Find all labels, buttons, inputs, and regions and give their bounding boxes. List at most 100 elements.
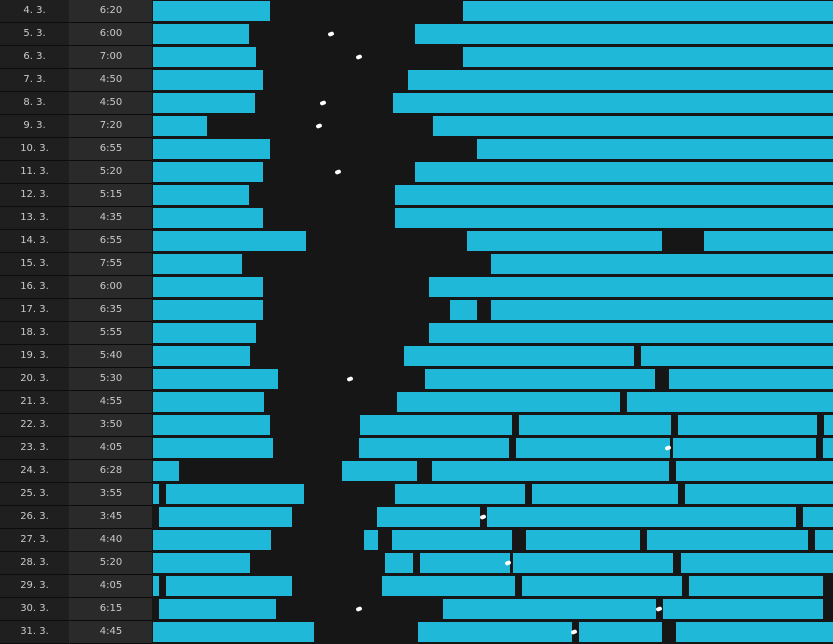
sleep-segment[interactable]: [676, 622, 833, 642]
sleep-segment[interactable]: [467, 231, 662, 251]
table-row[interactable]: 24. 3. 6:28: [0, 460, 833, 483]
sleep-segment[interactable]: [153, 277, 263, 297]
table-row[interactable]: 7. 3. 4:50: [0, 69, 833, 92]
table-row[interactable]: 4. 3. 6:20: [0, 0, 833, 23]
sleep-segment[interactable]: [669, 369, 833, 389]
sleep-segment[interactable]: [443, 599, 656, 619]
sleep-segment[interactable]: [408, 70, 833, 90]
sleep-segment[interactable]: [153, 70, 263, 90]
table-row[interactable]: 8. 3. 4:50: [0, 92, 833, 115]
sleep-segment[interactable]: [385, 553, 413, 573]
sleep-segment[interactable]: [477, 139, 833, 159]
sleep-segment[interactable]: [153, 254, 242, 274]
table-row[interactable]: 11. 3. 5:20: [0, 161, 833, 184]
sleep-segment[interactable]: [415, 24, 833, 44]
event-marker[interactable]: [315, 123, 323, 129]
table-row[interactable]: 29. 3. 4:05: [0, 575, 833, 598]
sleep-segment[interactable]: [463, 47, 833, 67]
sleep-segment[interactable]: [522, 576, 682, 596]
sleep-segment[interactable]: [823, 438, 833, 458]
table-row[interactable]: 16. 3. 6:00: [0, 276, 833, 299]
sleep-segment[interactable]: [815, 530, 833, 550]
sleep-segment[interactable]: [673, 438, 816, 458]
event-marker[interactable]: [479, 514, 487, 520]
event-marker[interactable]: [319, 100, 327, 106]
table-row[interactable]: 15. 3. 7:55: [0, 253, 833, 276]
table-row[interactable]: 26. 3. 3:45: [0, 506, 833, 529]
sleep-segment[interactable]: [166, 576, 292, 596]
sleep-segment[interactable]: [153, 415, 270, 435]
sleep-segment[interactable]: [526, 530, 640, 550]
event-marker[interactable]: [346, 376, 354, 382]
sleep-segment[interactable]: [153, 47, 256, 67]
table-row[interactable]: 21. 3. 4:55: [0, 391, 833, 414]
table-row[interactable]: 5. 3. 6:00: [0, 23, 833, 46]
sleep-segment[interactable]: [342, 461, 417, 481]
table-row[interactable]: 20. 3. 5:30: [0, 368, 833, 391]
sleep-segment[interactable]: [663, 599, 823, 619]
sleep-segment[interactable]: [153, 553, 250, 573]
sleep-segment[interactable]: [153, 461, 179, 481]
sleep-segment[interactable]: [681, 553, 833, 573]
sleep-segment[interactable]: [689, 576, 823, 596]
sleep-segment[interactable]: [153, 1, 270, 21]
sleep-segment[interactable]: [153, 530, 271, 550]
event-marker[interactable]: [504, 560, 512, 566]
table-row[interactable]: 14. 3. 6:55: [0, 230, 833, 253]
sleep-segment[interactable]: [166, 484, 304, 504]
sleep-segment[interactable]: [360, 415, 512, 435]
sleep-segment[interactable]: [153, 622, 314, 642]
sleep-segment[interactable]: [678, 415, 817, 435]
event-marker[interactable]: [664, 445, 672, 451]
sleep-segment[interactable]: [491, 254, 833, 274]
sleep-segment[interactable]: [153, 24, 249, 44]
sleep-segment[interactable]: [364, 530, 378, 550]
sleep-segment[interactable]: [519, 415, 671, 435]
sleep-segment[interactable]: [433, 116, 833, 136]
table-row[interactable]: 30. 3. 6:15: [0, 598, 833, 621]
table-row[interactable]: 25. 3. 3:55: [0, 483, 833, 506]
sleep-segment[interactable]: [516, 438, 670, 458]
table-row[interactable]: 19. 3. 5:40: [0, 345, 833, 368]
sleep-segment[interactable]: [153, 369, 278, 389]
sleep-segment[interactable]: [429, 323, 833, 343]
sleep-segment[interactable]: [153, 300, 263, 320]
table-row[interactable]: 13. 3. 4:35: [0, 207, 833, 230]
sleep-segment[interactable]: [395, 208, 833, 228]
sleep-segment[interactable]: [382, 576, 515, 596]
sleep-segment[interactable]: [159, 599, 276, 619]
table-row[interactable]: 10. 3. 6:55: [0, 138, 833, 161]
sleep-segment[interactable]: [397, 392, 620, 412]
sleep-segment[interactable]: [579, 622, 662, 642]
event-marker[interactable]: [570, 629, 578, 635]
sleep-segment[interactable]: [803, 507, 833, 527]
sleep-segment[interactable]: [415, 162, 833, 182]
event-marker[interactable]: [655, 606, 663, 612]
sleep-segment[interactable]: [153, 323, 256, 343]
sleep-segment[interactable]: [487, 507, 796, 527]
sleep-segment[interactable]: [153, 438, 273, 458]
sleep-segment[interactable]: [153, 208, 263, 228]
sleep-segment[interactable]: [420, 553, 510, 573]
sleep-segment[interactable]: [153, 576, 159, 596]
sleep-segment[interactable]: [513, 553, 673, 573]
sleep-segment[interactable]: [153, 185, 249, 205]
sleep-segment[interactable]: [153, 93, 255, 113]
table-row[interactable]: 6. 3. 7:00: [0, 46, 833, 69]
sleep-segment[interactable]: [395, 185, 833, 205]
sleep-segment[interactable]: [627, 392, 833, 412]
sleep-segment[interactable]: [647, 530, 808, 550]
event-marker[interactable]: [355, 606, 363, 612]
table-row[interactable]: 18. 3. 5:55: [0, 322, 833, 345]
sleep-segment[interactable]: [685, 484, 833, 504]
sleep-segment[interactable]: [432, 461, 669, 481]
sleep-segment[interactable]: [704, 231, 833, 251]
sleep-segment[interactable]: [153, 346, 250, 366]
sleep-segment[interactable]: [153, 162, 263, 182]
table-row[interactable]: 27. 3. 4:40: [0, 529, 833, 552]
table-row[interactable]: 23. 3. 4:05: [0, 437, 833, 460]
sleep-segment[interactable]: [532, 484, 678, 504]
sleep-segment[interactable]: [404, 346, 634, 366]
sleep-segment[interactable]: [425, 369, 655, 389]
table-row[interactable]: 22. 3. 3:50: [0, 414, 833, 437]
